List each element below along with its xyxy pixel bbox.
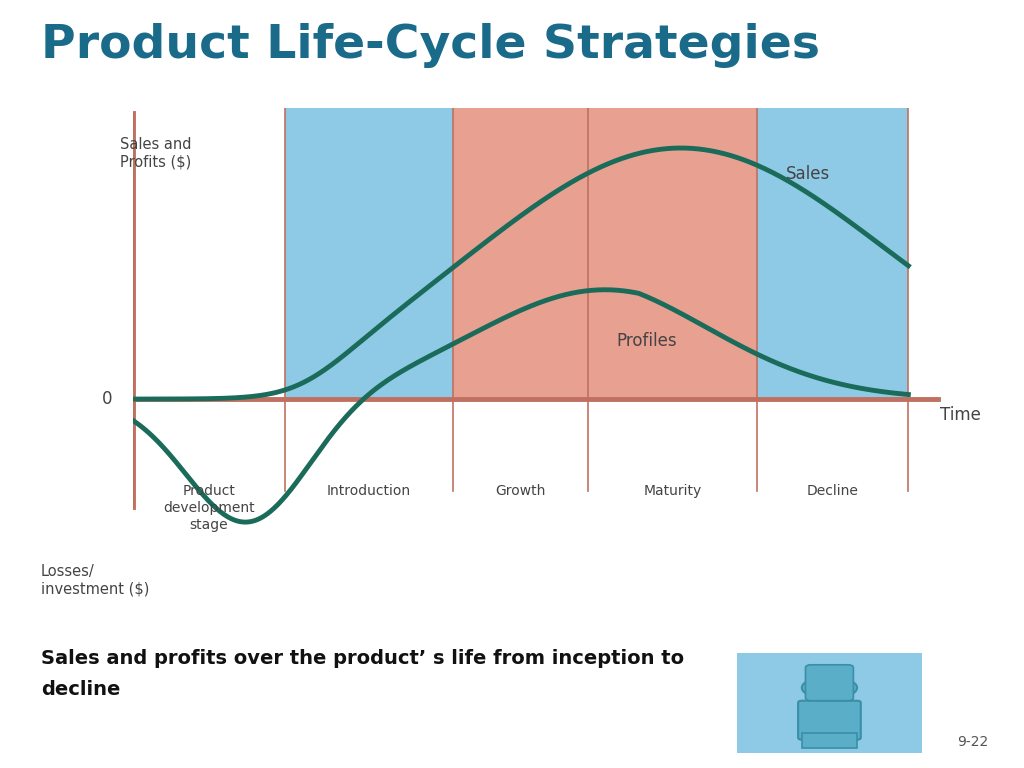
- Text: Maturity: Maturity: [643, 484, 701, 498]
- FancyBboxPatch shape: [798, 700, 861, 740]
- Text: 0: 0: [101, 390, 112, 408]
- Text: Time: Time: [940, 406, 981, 424]
- Bar: [454, 108, 588, 399]
- Text: Sales: Sales: [786, 165, 830, 183]
- Text: decline: decline: [41, 680, 121, 699]
- Text: Product Life-Cycle Strategies: Product Life-Cycle Strategies: [41, 23, 820, 68]
- Text: 9-22: 9-22: [956, 735, 988, 749]
- Text: Product
development
stage: Product development stage: [163, 484, 255, 532]
- Text: Introduction: Introduction: [327, 484, 411, 498]
- Ellipse shape: [802, 677, 857, 699]
- Text: Decline: Decline: [807, 484, 858, 498]
- Text: Profiles: Profiles: [616, 332, 678, 349]
- Bar: [802, 733, 857, 748]
- Text: Losses/
investment ($): Losses/ investment ($): [41, 564, 150, 597]
- Bar: [285, 108, 454, 399]
- Bar: [588, 108, 757, 399]
- Bar: [757, 108, 908, 399]
- Text: Sales and profits over the product’ s life from inception to: Sales and profits over the product’ s li…: [41, 649, 684, 668]
- Text: Sales and
Profits ($): Sales and Profits ($): [121, 137, 191, 169]
- FancyBboxPatch shape: [806, 665, 853, 700]
- Text: Growth: Growth: [496, 484, 546, 498]
